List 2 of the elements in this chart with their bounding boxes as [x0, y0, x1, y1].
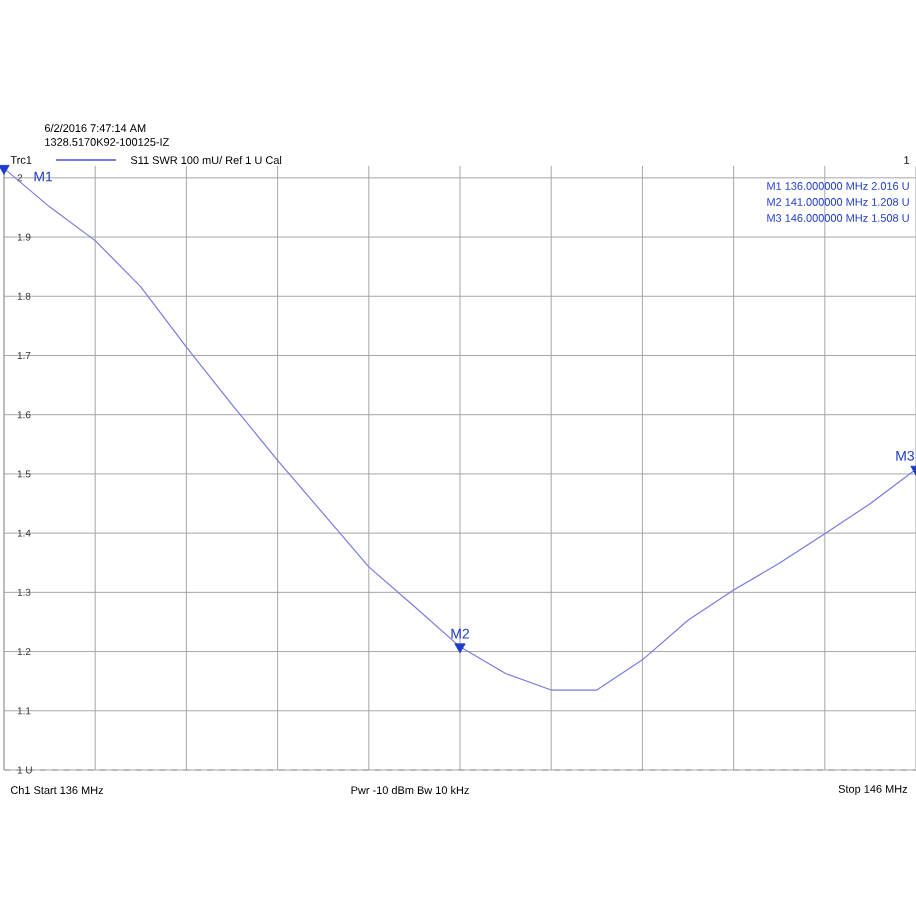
point: [0, 164, 10, 175]
point: [454, 643, 466, 654]
